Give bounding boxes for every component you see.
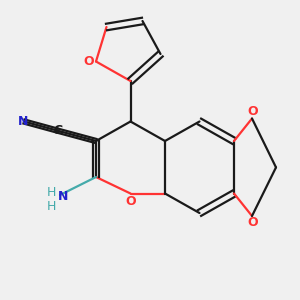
Text: O: O (125, 195, 136, 208)
Text: H: H (47, 200, 56, 213)
Text: H: H (47, 185, 56, 199)
Text: O: O (83, 55, 94, 68)
Text: N: N (58, 190, 68, 203)
Text: O: O (247, 105, 258, 119)
Text: C: C (53, 124, 62, 137)
Text: N: N (18, 115, 28, 128)
Text: O: O (247, 216, 258, 229)
